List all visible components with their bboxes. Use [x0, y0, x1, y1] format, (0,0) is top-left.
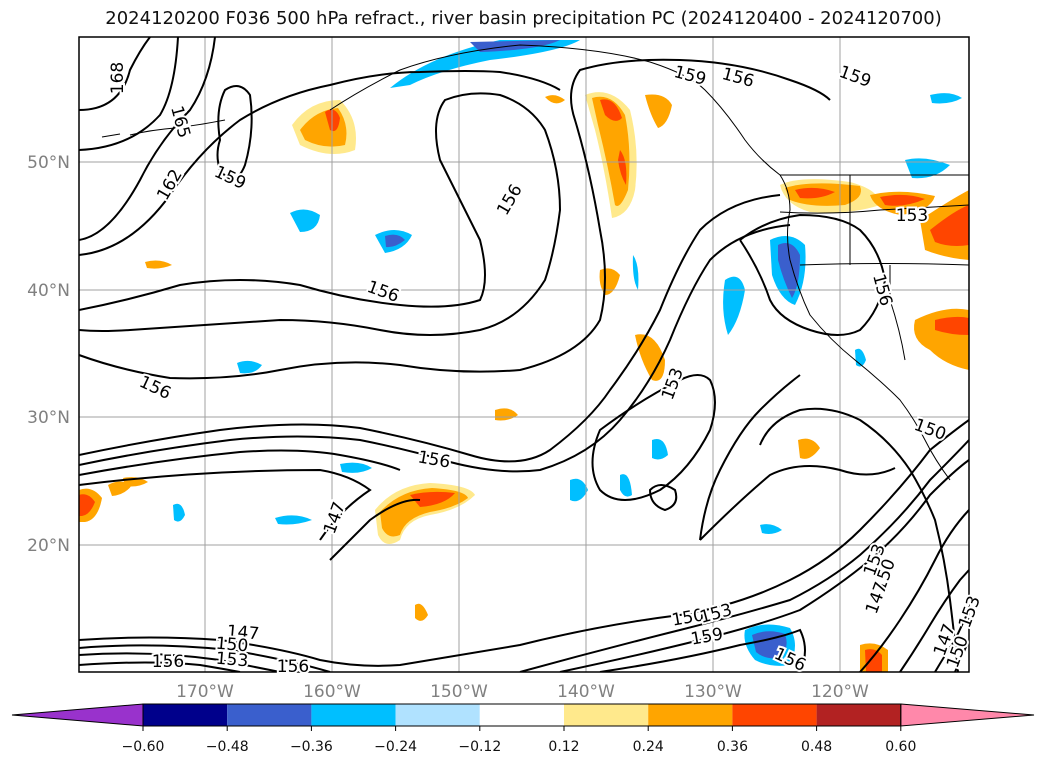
- negative-anomaly-strong: [752, 631, 787, 659]
- negative-anomaly: [290, 209, 320, 232]
- longitude-label: 150°W: [430, 682, 488, 702]
- colorbar-tick-label: −0.48: [206, 739, 249, 755]
- contour-label: 153: [215, 649, 249, 672]
- positive-anomaly-strong: [410, 491, 455, 507]
- contour-label: 156: [152, 652, 184, 672]
- positive-anomaly-strong: [795, 187, 835, 199]
- latitude-labels: 50°N 40°N 30°N 20°N: [27, 153, 70, 556]
- negative-anomaly: [340, 462, 372, 473]
- positive-anomaly: [592, 96, 630, 206]
- negative-anomaly-strong: [778, 242, 800, 298]
- colorbar-tick-label: 0.36: [717, 739, 748, 755]
- positive-anomaly: [145, 260, 172, 269]
- negative-anomaly: [723, 276, 745, 335]
- longitude-label: 120°W: [811, 682, 869, 702]
- contour-label: 147: [226, 622, 260, 645]
- colorbar-segment: [143, 704, 228, 726]
- negative-anomaly: [570, 478, 588, 502]
- longitude-label: 160°W: [303, 682, 361, 702]
- colorbar-extend-min: [11, 703, 144, 727]
- height-contours: [79, 37, 969, 672]
- negative-anomaly: [652, 439, 668, 460]
- colorbar-segment: [227, 704, 312, 726]
- map-content: [79, 37, 969, 672]
- contour-label: 159: [689, 624, 724, 649]
- negative-anomaly: [390, 40, 580, 88]
- colorbar-segment: [395, 704, 480, 726]
- negative-anomaly: [620, 474, 632, 497]
- negative-anomaly: [632, 255, 639, 290]
- map-title: 2024120200 F036 500 hPa refract., river …: [105, 8, 942, 29]
- colorbar-tick-label: 0.24: [633, 739, 664, 755]
- colorbar-segment: [732, 704, 817, 726]
- colorbar-tick-label: −0.36: [290, 739, 333, 755]
- latitude-label: 30°N: [27, 408, 70, 428]
- positive-anomaly: [798, 438, 820, 459]
- map-frame: [78, 36, 970, 673]
- positive-anomaly-strong: [880, 194, 925, 206]
- contour-label: 153: [896, 206, 928, 226]
- colorbar: −0.60 −0.48 −0.36 −0.24 −0.12 0.12 0.24 0.36 0.4…: [11, 703, 1035, 755]
- longitude-label: 140°W: [557, 682, 615, 702]
- latitude-label: 40°N: [27, 281, 70, 301]
- latitude-label: 20°N: [27, 536, 70, 556]
- colorbar-outline: [142, 703, 902, 727]
- contour-label: 156: [277, 657, 309, 677]
- positive-anomaly-strong: [600, 99, 622, 121]
- contour-label: 168: [108, 62, 128, 94]
- colorbar-tick-label: −0.60: [122, 739, 165, 755]
- negative-anomaly: [760, 524, 782, 534]
- longitude-labels: 170°W 160°W 150°W 140°W 130°W 120°W: [176, 682, 869, 702]
- positive-anomaly: [635, 334, 665, 381]
- colorbar-tick-label: −0.12: [458, 739, 501, 755]
- latitude-label: 50°N: [27, 153, 70, 173]
- positive-anomaly: [545, 95, 565, 104]
- map-frame-bg: [79, 37, 969, 672]
- colorbar-tick-label: 0.48: [801, 739, 832, 755]
- colorbar-segment: [648, 704, 733, 726]
- negative-anomaly-strong: [385, 234, 405, 248]
- positive-anomaly-strong: [79, 494, 95, 516]
- coastlines: [101, 44, 969, 481]
- positive-anomaly: [415, 603, 428, 621]
- colorbar-extend-max: [900, 703, 1035, 727]
- positive-anomaly-strong: [618, 150, 627, 185]
- colorbar-segment: [564, 704, 649, 726]
- longitude-label: 170°W: [176, 682, 234, 702]
- negative-anomaly: [275, 515, 312, 525]
- positive-anomaly: [645, 94, 672, 128]
- positive-anomaly-strong: [865, 649, 882, 672]
- colorbar-segment: [816, 704, 901, 726]
- gridlines: [79, 37, 969, 672]
- colorbar-segment: [311, 704, 396, 726]
- longitude-label: 130°W: [684, 682, 742, 702]
- colorbar-segment: [479, 704, 564, 726]
- colorbar-tick-label: 0.60: [885, 739, 916, 755]
- contour-label: 150: [215, 634, 249, 657]
- colorbar-tick-label: −0.24: [374, 739, 417, 755]
- negative-anomaly: [173, 503, 185, 522]
- negative-anomaly: [237, 360, 262, 374]
- colorbar-tick-label: 0.12: [548, 739, 579, 755]
- positive-anomaly-strong: [935, 316, 969, 335]
- negative-anomaly: [905, 158, 950, 179]
- negative-anomaly: [930, 93, 962, 104]
- positive-anomaly-strong: [930, 205, 969, 246]
